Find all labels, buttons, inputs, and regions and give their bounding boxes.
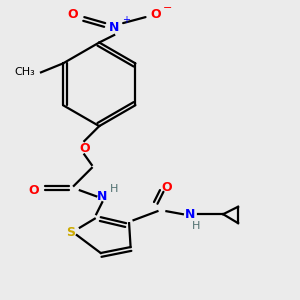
- Text: H: H: [192, 221, 200, 231]
- Text: −: −: [163, 3, 172, 13]
- Text: +: +: [122, 15, 130, 25]
- Text: O: O: [28, 184, 39, 197]
- Text: N: N: [97, 190, 107, 203]
- Text: S: S: [66, 226, 75, 238]
- Text: O: O: [151, 8, 161, 21]
- Text: CH₃: CH₃: [14, 68, 35, 77]
- Text: H: H: [110, 184, 118, 194]
- Text: N: N: [185, 208, 196, 221]
- Text: N: N: [109, 21, 119, 34]
- Text: O: O: [67, 8, 78, 21]
- Text: O: O: [79, 142, 90, 155]
- Text: O: O: [161, 181, 172, 194]
